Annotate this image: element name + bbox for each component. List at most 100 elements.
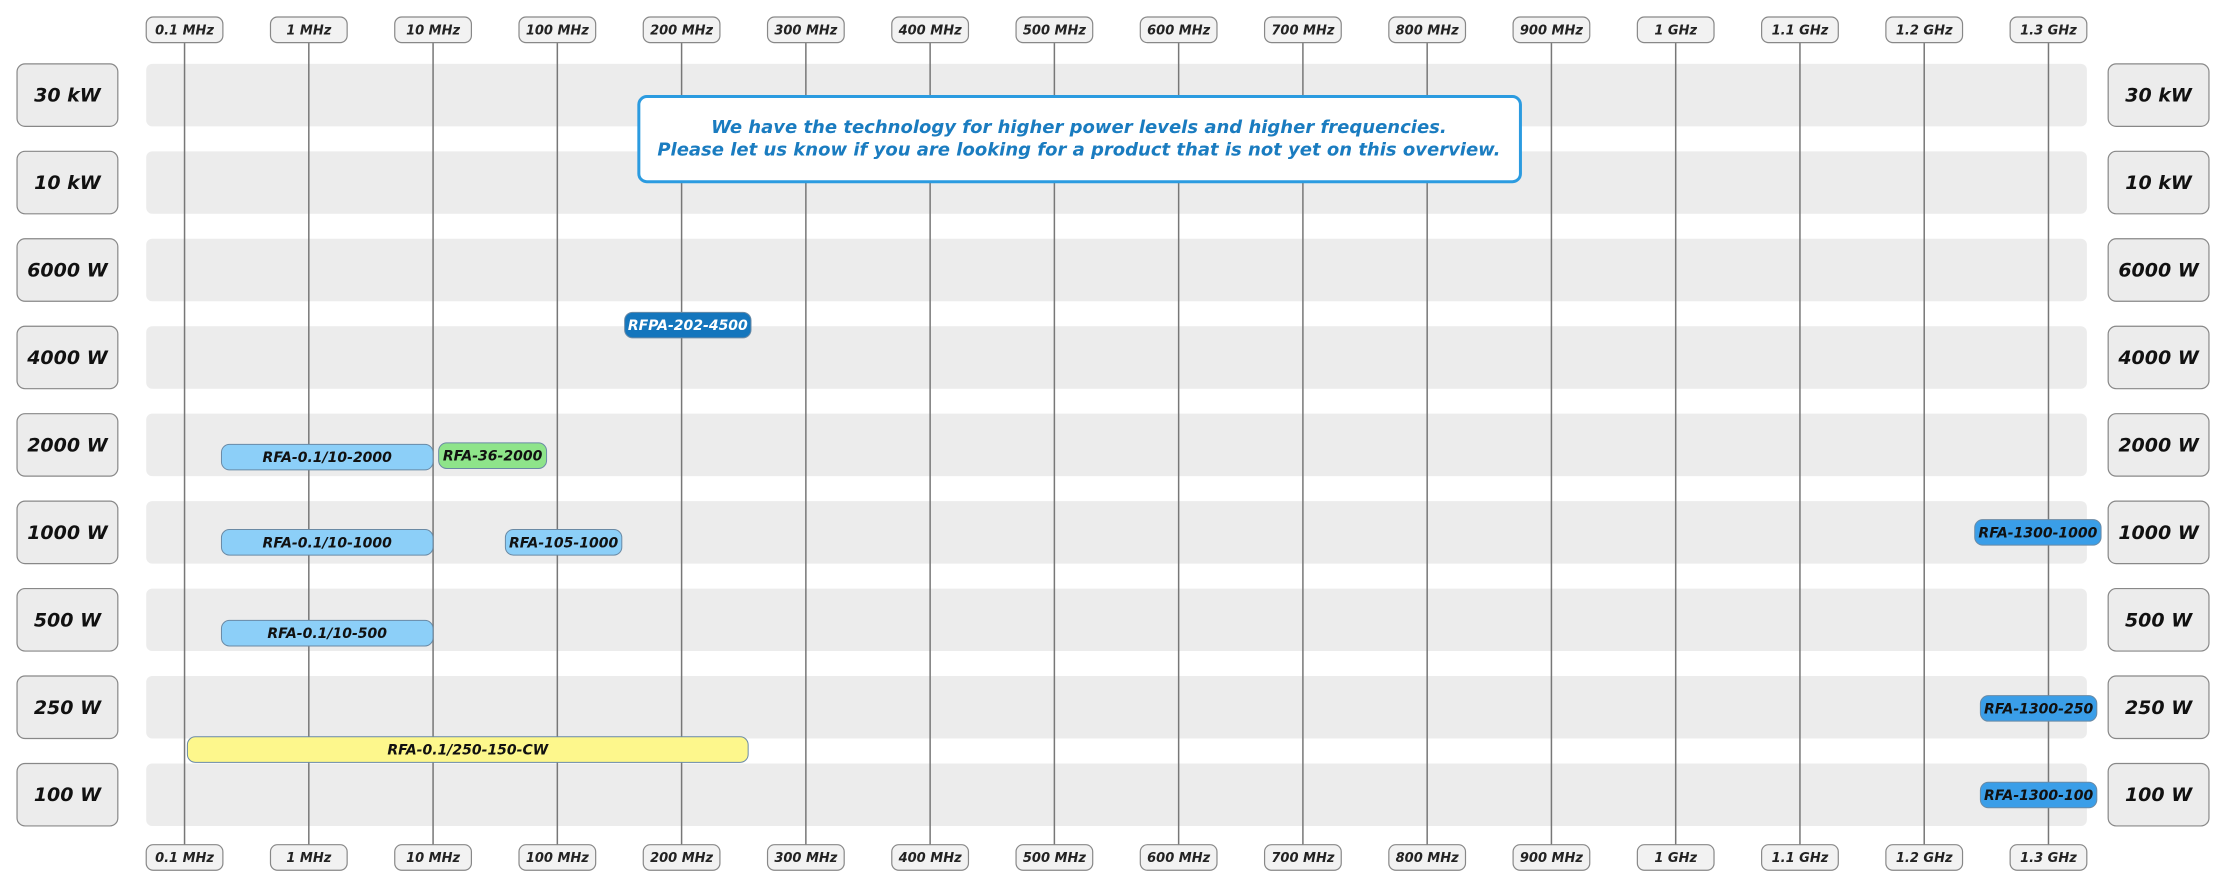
frequency-box bbox=[1512, 16, 1591, 44]
frequency-box bbox=[1636, 16, 1715, 44]
power-box bbox=[16, 238, 119, 302]
frequency-label: 300 MHz bbox=[774, 851, 837, 866]
power-label: 100 W bbox=[34, 784, 102, 806]
frequency-label: 900 MHz bbox=[1520, 851, 1583, 866]
power-box bbox=[2107, 238, 2210, 302]
frequency-label: 1 MHz bbox=[286, 23, 331, 38]
product-bar bbox=[1979, 781, 2098, 809]
product-label: RFA-1300-1000 bbox=[1978, 525, 2097, 541]
power-label: 10 kW bbox=[2125, 172, 2193, 194]
frequency-box bbox=[1885, 16, 1964, 44]
frequency-label: 400 MHz bbox=[898, 851, 962, 866]
frequency-label: 100 MHz bbox=[526, 851, 589, 866]
product-label: RFA-0.1/10-2000 bbox=[263, 450, 393, 466]
frequency-box bbox=[766, 844, 845, 871]
frequency-box bbox=[394, 16, 473, 44]
power-box bbox=[2107, 413, 2210, 477]
power-box bbox=[16, 675, 119, 740]
power-label: 4000 W bbox=[26, 347, 108, 369]
frequency-box bbox=[642, 16, 721, 44]
row-band bbox=[146, 588, 2087, 652]
frequency-box bbox=[145, 16, 224, 44]
product-bar bbox=[1979, 695, 2098, 722]
product-label: RFA-36-2000 bbox=[443, 449, 543, 465]
frequency-box bbox=[766, 16, 845, 44]
frequency-label: 200 MHz bbox=[650, 23, 713, 38]
frequency-label: 1 GHz bbox=[1654, 23, 1697, 38]
frequency-box bbox=[269, 844, 348, 871]
power-label: 1000 W bbox=[2118, 522, 2199, 544]
frequency-label: 10 MHz bbox=[406, 23, 460, 38]
power-box bbox=[16, 150, 119, 215]
power-label: 250 W bbox=[34, 697, 102, 719]
frequency-label: 0.1 MHz bbox=[155, 851, 214, 866]
frequency-box bbox=[394, 844, 473, 871]
frequency-label: 600 MHz bbox=[1147, 23, 1210, 38]
power-box bbox=[16, 325, 119, 390]
power-box bbox=[2107, 675, 2210, 740]
row-band bbox=[146, 501, 2087, 564]
frequency-label: 700 MHz bbox=[1271, 851, 1334, 866]
row-band bbox=[146, 413, 2087, 477]
product-bar bbox=[220, 529, 434, 556]
frequency-box bbox=[2009, 16, 2088, 44]
power-label: 1000 W bbox=[27, 522, 108, 544]
row-band bbox=[146, 326, 2087, 389]
frequency-label: 1 GHz bbox=[1654, 851, 1697, 866]
frequency-label: 100 MHz bbox=[526, 23, 589, 38]
power-box bbox=[2107, 150, 2210, 215]
frequency-box bbox=[1761, 16, 1839, 44]
product-label: RFPA-202-4500 bbox=[628, 318, 748, 334]
frequency-box bbox=[1015, 844, 1094, 871]
power-label: 10 kW bbox=[34, 172, 102, 194]
frequency-box bbox=[1885, 844, 1964, 871]
frequency-label: 1 MHz bbox=[286, 851, 331, 866]
frequency-box bbox=[891, 844, 970, 871]
frequency-label: 10 MHz bbox=[406, 851, 460, 866]
power-box bbox=[2107, 500, 2210, 565]
power-box bbox=[16, 762, 119, 827]
frequency-box bbox=[1263, 844, 1342, 871]
frequency-box bbox=[518, 16, 597, 44]
frequency-label: 500 MHz bbox=[1023, 23, 1086, 38]
frequency-box bbox=[1263, 16, 1342, 44]
product-bar bbox=[624, 311, 752, 339]
frequency-label: 1.2 GHz bbox=[1896, 23, 1953, 38]
power-box bbox=[16, 413, 119, 477]
frequency-label: 400 MHz bbox=[898, 23, 962, 38]
frequency-label: 1.2 GHz bbox=[1896, 851, 1953, 866]
product-label: RFA-1300-100 bbox=[1984, 788, 2093, 804]
product-bar bbox=[1974, 519, 2102, 546]
frequency-label: 1.1 GHz bbox=[1772, 23, 1829, 38]
power-box bbox=[2107, 762, 2210, 827]
frequency-box bbox=[1388, 844, 1467, 871]
product-bar bbox=[504, 529, 623, 556]
power-box bbox=[2107, 63, 2210, 127]
row-band bbox=[146, 763, 2087, 826]
row-band bbox=[146, 676, 2087, 739]
product-bar bbox=[220, 619, 434, 647]
frequency-box bbox=[1388, 16, 1467, 44]
power-box bbox=[16, 500, 119, 565]
frequency-box bbox=[1512, 844, 1591, 871]
power-label: 2000 W bbox=[2118, 434, 2199, 456]
frequency-label: 700 MHz bbox=[1271, 23, 1334, 38]
power-box bbox=[2107, 587, 2210, 652]
frequency-label: 600 MHz bbox=[1147, 851, 1210, 866]
frequency-label: 800 MHz bbox=[1396, 23, 1459, 38]
power-box bbox=[16, 587, 119, 652]
product-bar bbox=[220, 443, 434, 471]
frequency-label: 900 MHz bbox=[1520, 23, 1583, 38]
frequency-label: 300 MHz bbox=[774, 23, 837, 38]
power-box bbox=[16, 63, 119, 127]
frequency-label: 500 MHz bbox=[1023, 851, 1086, 866]
frequency-box bbox=[518, 844, 597, 871]
frequency-label: 0.1 MHz bbox=[155, 23, 214, 38]
frequency-label: 1.1 GHz bbox=[1772, 851, 1829, 866]
frequency-box bbox=[269, 16, 348, 44]
frequency-box bbox=[145, 844, 224, 871]
note-box bbox=[637, 95, 1522, 184]
frequency-label: 1.3 GHz bbox=[2020, 851, 2077, 866]
frequency-box bbox=[2009, 844, 2088, 871]
